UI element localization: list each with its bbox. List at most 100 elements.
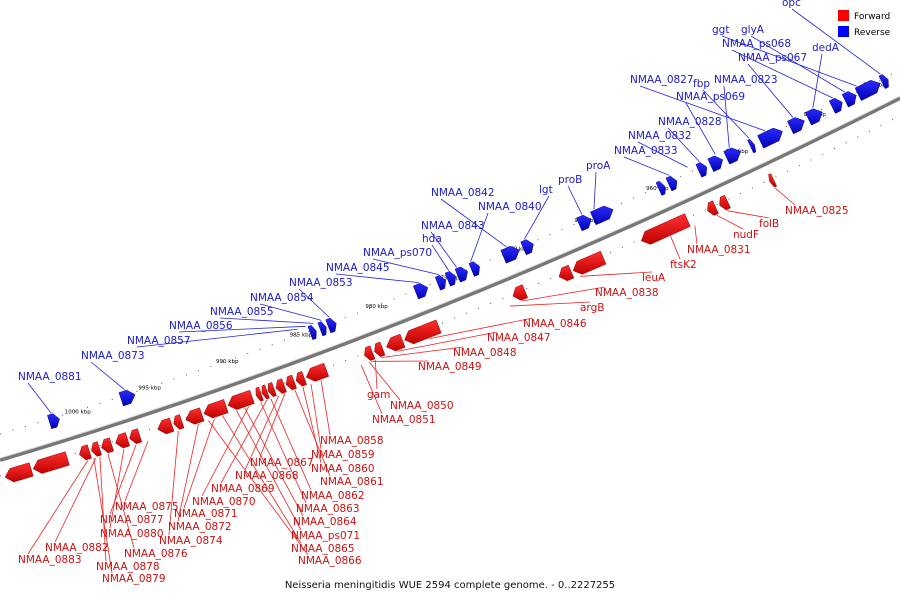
forward-gene-arrow bbox=[719, 194, 731, 211]
forward-gene-arrow bbox=[101, 437, 114, 454]
forward-gene-label: NMAA_0874 bbox=[159, 535, 223, 547]
reverse-gene-label: NMAA_ps068 bbox=[722, 38, 791, 50]
reverse-gene-label: fbp bbox=[693, 78, 710, 90]
forward-gene-arrow bbox=[572, 250, 607, 275]
reverse-leader-line bbox=[750, 35, 845, 93]
tick-label: 990 kbp bbox=[216, 359, 239, 365]
reverse-gene-label: NMAA_0881 bbox=[18, 371, 82, 383]
forward-gene-label: NMAA_0876 bbox=[124, 548, 188, 560]
reverse-gene-label: NMAA_0832 bbox=[628, 130, 692, 142]
reverse-gene-label: NMAA_0833 bbox=[614, 145, 678, 157]
legend-forward-label: Forward bbox=[854, 12, 890, 22]
forward-leader-line bbox=[208, 420, 309, 556]
forward-leader-line bbox=[270, 398, 312, 491]
forward-leader-line bbox=[381, 346, 464, 358]
forward-leader-line bbox=[259, 393, 286, 458]
forward-gene-arrow bbox=[267, 382, 277, 398]
reverse-gene-arrow bbox=[500, 246, 520, 264]
reverse-leader-line bbox=[667, 127, 700, 162]
reverse-leader-line bbox=[637, 141, 688, 168]
forward-gene-label: NMAA_0870 bbox=[192, 496, 256, 508]
reverse-leader-line bbox=[623, 156, 670, 176]
reverse-gene-arrow bbox=[520, 239, 534, 256]
reverse-leader-line bbox=[430, 231, 458, 268]
reverse-leader-line bbox=[298, 288, 330, 318]
reverse-leader-line bbox=[136, 328, 298, 348]
forward-leader-line bbox=[774, 187, 796, 206]
reverse-gene-label: NMAA_0827 bbox=[630, 74, 694, 86]
reverse-leader-line bbox=[747, 63, 794, 118]
forward-gene-label: NMAA_0867 bbox=[250, 457, 314, 469]
forward-gene-label: NMAA_0859 bbox=[311, 449, 375, 461]
reverse-gene-arrow bbox=[576, 214, 592, 232]
forward-leader-line bbox=[244, 407, 304, 517]
forward-gene-label: NMAA_0862 bbox=[301, 490, 365, 502]
forward-gene-arrow bbox=[305, 362, 330, 382]
forward-gene-label: ftsK2 bbox=[670, 259, 697, 271]
forward-gene-label: NMAA_0871 bbox=[174, 508, 238, 520]
reverse-leader-line bbox=[593, 171, 597, 210]
reverse-gene-label: dedA bbox=[812, 42, 840, 54]
reverse-leader-line bbox=[721, 35, 857, 87]
reverse-gene-label: NMAA_0854 bbox=[250, 292, 314, 304]
reverse-leader-line bbox=[431, 244, 450, 271]
reverse-gene-label: lgt bbox=[539, 184, 553, 196]
tick-label: 980 kbp bbox=[365, 304, 388, 310]
tick-label: 960 kbp bbox=[646, 186, 669, 192]
reverse-gene-label: NMAA_0857 bbox=[127, 335, 191, 347]
reverse-gene-label: NMAA_0823 bbox=[714, 74, 778, 86]
forward-gene-label: NMAA_0838 bbox=[595, 287, 659, 299]
forward-leader-line bbox=[397, 331, 498, 352]
reverse-gene-label: NMAA_0842 bbox=[431, 187, 495, 199]
legend-reverse-label: Reverse bbox=[854, 28, 891, 38]
forward-gene-arrow bbox=[227, 389, 255, 410]
reverse-leader-line bbox=[90, 361, 125, 391]
forward-gene-label: NMAA_0849 bbox=[418, 361, 482, 373]
reverse-gene-label: NMAA_0855 bbox=[210, 306, 274, 318]
forward-leader-line bbox=[302, 386, 322, 464]
reverse-gene-arrow bbox=[878, 74, 889, 89]
reverse-leader-line bbox=[335, 273, 419, 284]
tick-label: 985 kbp bbox=[290, 332, 313, 338]
forward-gene-label: gam bbox=[367, 389, 390, 401]
forward-gene-label: folB bbox=[759, 218, 779, 230]
reverse-leader-line bbox=[639, 85, 766, 132]
forward-leader-line bbox=[694, 225, 698, 245]
forward-gene-arrow bbox=[295, 371, 307, 387]
forward-gene-arrow bbox=[129, 428, 143, 445]
forward-gene-arrow bbox=[157, 417, 175, 435]
forward-leader-line bbox=[429, 317, 534, 340]
forward-leader-line bbox=[320, 380, 331, 436]
reverse-leader-line bbox=[440, 198, 507, 248]
tick-label: 995 kbp bbox=[138, 385, 161, 391]
forward-gene-arrow bbox=[558, 264, 575, 282]
forward-gene-arrow bbox=[255, 386, 264, 402]
forward-gene-label: NMAA_0875 bbox=[115, 501, 179, 513]
forward-gene-label: NMAA_0872 bbox=[168, 521, 232, 533]
forward-leader-line bbox=[509, 301, 591, 307]
reverse-leader-line bbox=[178, 325, 306, 333]
forward-gene-arrow bbox=[275, 378, 287, 394]
forward-leader-line bbox=[374, 359, 378, 390]
reverse-gene-label: NMAA_ps069 bbox=[676, 91, 745, 103]
reverse-gene-label: proA bbox=[586, 160, 611, 172]
forward-gene-label: argB bbox=[580, 302, 604, 314]
forward-gene-label: NMAA_0846 bbox=[523, 318, 587, 330]
reverse-gene-arrow bbox=[665, 175, 678, 192]
reverse-gene-label: NMAA_0828 bbox=[658, 116, 722, 128]
reverse-gene-arrow bbox=[317, 321, 327, 337]
forward-gene-arrow bbox=[404, 319, 442, 345]
reverse-gene-label: NMAA_0853 bbox=[289, 277, 353, 289]
forward-gene-label: NMAA_0878 bbox=[96, 561, 160, 573]
forward-gene-arrow bbox=[4, 462, 34, 483]
forward-leader-line bbox=[107, 453, 135, 549]
forward-gene-label: NMAA_0848 bbox=[453, 347, 517, 359]
forward-gene-label: NMAA_ps071 bbox=[291, 530, 360, 542]
forward-gene-arrow bbox=[707, 200, 719, 216]
reverse-gene-arrow bbox=[590, 205, 614, 226]
reverse-leader-line bbox=[523, 195, 550, 240]
forward-leader-line bbox=[580, 271, 653, 277]
reverse-leader-line bbox=[372, 258, 439, 276]
reverse-leader-line bbox=[791, 8, 881, 75]
reverse-leader-line bbox=[685, 102, 716, 155]
